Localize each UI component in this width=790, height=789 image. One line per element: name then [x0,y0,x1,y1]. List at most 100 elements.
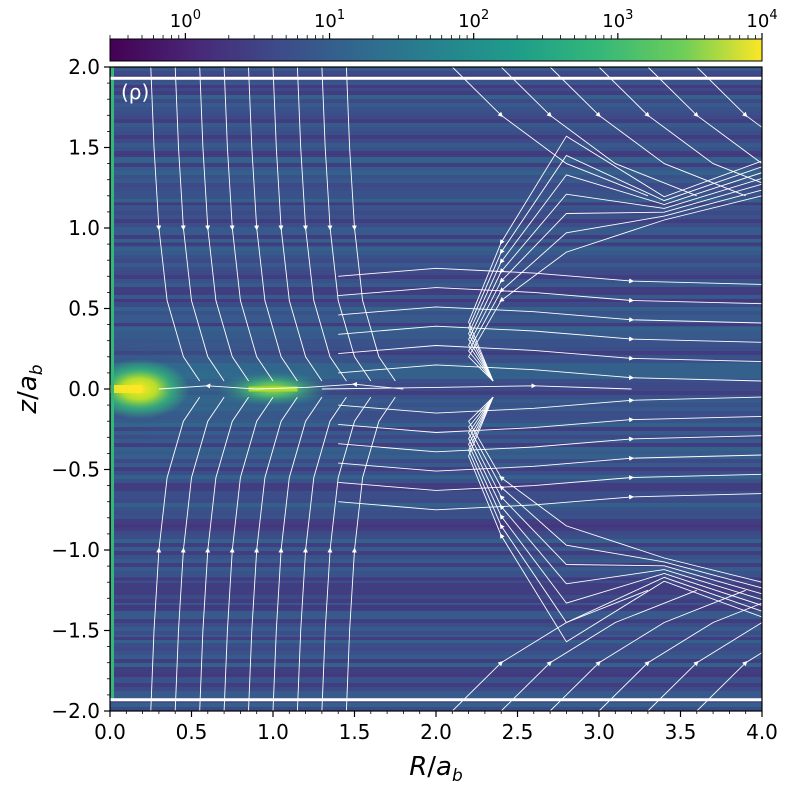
density-band [110,499,762,503]
central-density-blob [110,359,190,419]
density-band [110,703,762,707]
density-band [110,95,762,99]
density-band [110,327,762,331]
density-band [110,479,762,483]
density-band [110,223,762,227]
density-band [110,263,762,267]
streamlines [150,67,762,711]
streamline [451,589,649,711]
density-band [110,407,762,411]
streamline [338,435,762,453]
density-band [110,415,762,419]
x-tick-label: 1.5 [339,720,371,744]
y-tick-label: 1.5 [68,136,100,160]
streamline [150,67,201,382]
density-band [110,387,762,391]
density-band [110,403,762,407]
density-band [110,483,762,487]
y-tick-label: −2.0 [51,699,100,723]
density-band [110,431,762,435]
density-band [110,195,762,199]
density-band [110,683,762,687]
streamline [468,177,762,382]
density-band [110,215,762,219]
density-band [110,79,762,83]
streamline [468,396,762,589]
density-band [110,643,762,647]
density-band [110,303,762,307]
density-band [110,375,762,379]
density-band [110,655,762,659]
streamline [468,396,762,643]
streamline [468,396,762,606]
streamline [468,396,762,583]
density-band [110,439,762,443]
density-band [110,379,762,383]
streamline [321,385,632,390]
density-band [110,331,762,335]
density-band [110,131,762,135]
density-band [110,371,762,375]
streamline [338,345,762,363]
density-band [110,135,762,139]
streamline [468,183,762,382]
density-band [110,283,762,287]
streamline [468,189,762,382]
density-dark-stripe [110,84,762,88]
density-band [110,615,762,619]
density-band [110,91,762,95]
streamline [598,602,762,711]
density-band [110,583,762,587]
density-band [110,127,762,131]
density-band [110,207,762,211]
streamline [468,135,762,382]
density-band [110,339,762,343]
streamline [174,67,225,382]
density-band [110,255,762,259]
density-band [110,259,762,263]
density-band [110,231,762,235]
density-band [110,535,762,539]
colorbar-ticks: 100 101 102 103 104 [109,8,778,39]
density-band [110,315,762,319]
density-band [110,143,762,147]
density-band [110,591,762,595]
density-blobs [110,359,331,419]
density-band [110,707,762,711]
density-band [110,99,762,103]
streamline [338,364,762,382]
density-band [110,559,762,563]
density-band [110,595,762,599]
density-band [110,291,762,295]
y-tick-label: 2.0 [68,55,100,79]
streamline [338,415,762,433]
heatmap [110,67,762,711]
density-band [110,567,762,571]
density-band [110,235,762,239]
y-tick-label: 0.5 [68,297,100,321]
density-band [110,459,762,463]
density-band [110,671,762,675]
streamline [338,396,762,414]
density-band [110,275,762,279]
density-band [110,475,762,479]
density-band [110,455,762,459]
density-band [110,107,762,111]
density-band [110,651,762,655]
density-band [110,571,762,575]
density-dark-stripe [110,242,762,246]
density-band [110,663,762,667]
top-boundary-strip [110,76,762,80]
streamline [150,396,201,711]
colorbar: 100 101 102 103 104 [109,8,778,62]
streamline [500,67,697,197]
density-band [110,295,762,299]
density-band [110,551,762,555]
streamline [272,67,323,382]
colorbar-tick-label: 102 [458,8,489,32]
x-tick-label: 1.0 [257,720,289,744]
streamline [338,493,762,511]
density-band [110,335,762,339]
density-band [110,427,762,431]
